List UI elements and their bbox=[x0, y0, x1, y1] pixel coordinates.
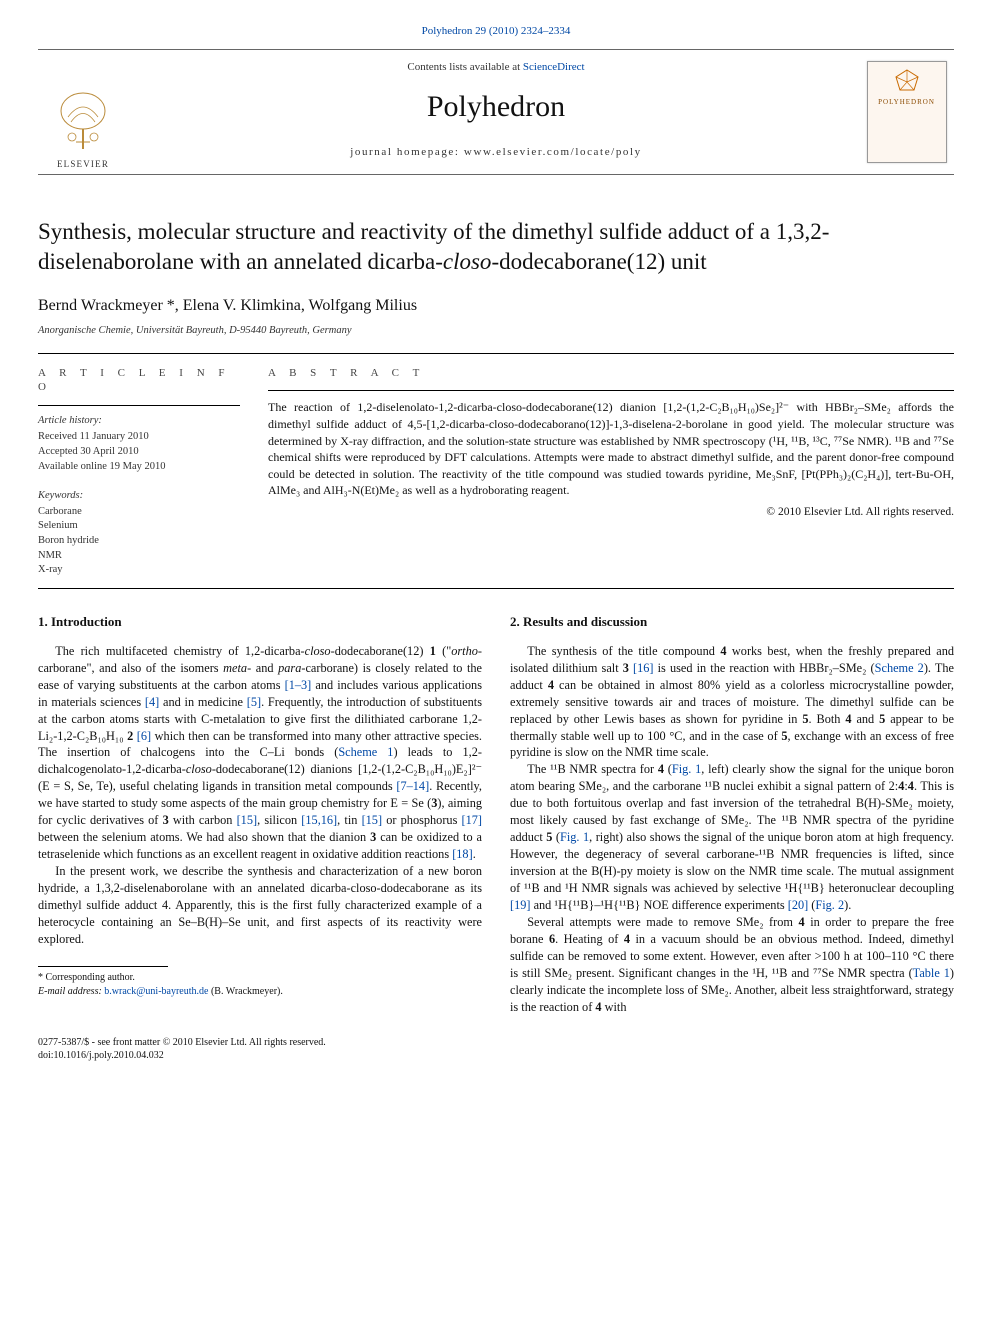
results-paragraph-1: The synthesis of the title compound 4 wo… bbox=[510, 643, 954, 762]
body-columns: 1. Introduction The rich multifaceted ch… bbox=[38, 613, 954, 1016]
section-heading-intro: 1. Introduction bbox=[38, 613, 482, 631]
masthead-center: Contents lists available at ScienceDirec… bbox=[133, 50, 859, 174]
text: and in medicine bbox=[159, 695, 246, 709]
article-title: Synthesis, molecular structure and react… bbox=[38, 217, 954, 277]
homepage-prefix: journal homepage: bbox=[350, 146, 464, 158]
ref-link[interactable]: [7–14] bbox=[396, 779, 429, 793]
right-column: 2. Results and discussion The synthesis … bbox=[510, 613, 954, 1016]
keyword-item: NMR bbox=[38, 549, 240, 564]
keywords-label: Keywords: bbox=[38, 489, 240, 503]
text: between the selenium atoms. We had also … bbox=[38, 830, 370, 844]
scheme-link[interactable]: Scheme 1 bbox=[338, 745, 393, 759]
history-online: Available online 19 May 2010 bbox=[38, 460, 240, 475]
title-part-c: -dodecaborane(12) unit bbox=[491, 249, 706, 274]
elsevier-wordmark: ELSEVIER bbox=[57, 158, 109, 170]
history-accepted: Accepted 30 April 2010 bbox=[38, 445, 240, 460]
text: The rich multifaceted chemistry of 1,2-d… bbox=[55, 644, 304, 658]
footer-line-1: 0277-5387/$ - see front matter © 2010 El… bbox=[38, 1036, 954, 1050]
left-column: 1. Introduction The rich multifaceted ch… bbox=[38, 613, 482, 1016]
results-paragraph-2: The ¹¹B NMR spectra for 4 (Fig. 1, left)… bbox=[510, 761, 954, 914]
ref-link[interactable]: [17] bbox=[462, 813, 483, 827]
citation-line: Polyhedron 29 (2010) 2324–2334 bbox=[0, 0, 992, 49]
ref-link[interactable]: [6] bbox=[137, 729, 151, 743]
text: -dodecaborane(12) bbox=[331, 644, 430, 658]
cover-title: POLYHEDRON bbox=[878, 98, 935, 107]
text: or phosphorus bbox=[382, 813, 461, 827]
copyright-line: © 2010 Elsevier Ltd. All rights reserved… bbox=[268, 505, 954, 521]
ref-link[interactable]: Fig. 1 bbox=[560, 830, 589, 844]
ref-link[interactable]: [15] bbox=[362, 813, 383, 827]
corresponding-author-note: * Corresponding author. bbox=[38, 971, 482, 985]
ref-link[interactable]: Fig. 2 bbox=[815, 898, 844, 912]
publisher-logo-area: ELSEVIER bbox=[38, 50, 133, 174]
homepage-url: www.elsevier.com/locate/poly bbox=[464, 146, 642, 158]
ref-link[interactable]: [1–3] bbox=[285, 678, 312, 692]
text: with carbon bbox=[169, 813, 237, 827]
contents-available-line: Contents lists available at ScienceDirec… bbox=[133, 60, 859, 75]
history-label: Article history: bbox=[38, 414, 240, 428]
masthead: ELSEVIER Contents lists available at Sci… bbox=[38, 49, 954, 175]
sciencedirect-link[interactable]: ScienceDirect bbox=[523, 61, 585, 73]
citation-link[interactable]: Polyhedron 29 (2010) 2324–2334 bbox=[422, 25, 571, 37]
keyword-item: Selenium bbox=[38, 519, 240, 534]
intro-paragraph-1: The rich multifaceted chemistry of 1,2-d… bbox=[38, 643, 482, 864]
affiliation: Anorganische Chemie, Universität Bayreut… bbox=[38, 324, 954, 338]
polyhedron-icon bbox=[894, 68, 920, 94]
footnote-rule bbox=[38, 966, 168, 967]
email-suffix: (B. Wrackmeyer). bbox=[208, 986, 282, 997]
title-part-closo: closo bbox=[443, 249, 492, 274]
ital-closo: closo bbox=[305, 644, 331, 658]
ital-para: para bbox=[278, 661, 301, 675]
elsevier-tree-icon bbox=[48, 87, 118, 155]
keyword-item: X-ray bbox=[38, 563, 240, 578]
footer-doi: doi:10.1016/j.poly.2010.04.032 bbox=[38, 1049, 954, 1063]
ref-link[interactable]: [4] bbox=[145, 695, 159, 709]
author-list: Bernd Wrackmeyer *, Elena V. Klimkina, W… bbox=[38, 295, 954, 317]
authors-text: Bernd Wrackmeyer *, Elena V. Klimkina, W… bbox=[38, 297, 417, 314]
contents-prefix: Contents lists available at bbox=[407, 61, 522, 73]
ital-closo: closo bbox=[186, 762, 212, 776]
journal-name: Polyhedron bbox=[133, 87, 859, 128]
ref-link[interactable]: [15] bbox=[237, 813, 258, 827]
history-received: Received 11 January 2010 bbox=[38, 430, 240, 445]
info-abstract-row: A R T I C L E I N F O Article history: R… bbox=[38, 354, 954, 589]
footer: 0277-5387/$ - see front matter © 2010 El… bbox=[38, 1036, 954, 1063]
elsevier-logo: ELSEVIER bbox=[38, 75, 128, 170]
ref-link[interactable]: [15,16] bbox=[301, 813, 337, 827]
ref-link[interactable]: [18] bbox=[452, 847, 473, 861]
ital-meta: meta bbox=[223, 661, 247, 675]
ref-link[interactable]: Scheme 2 bbox=[875, 661, 924, 675]
keyword-item: Boron hydride bbox=[38, 534, 240, 549]
text: , silicon bbox=[257, 813, 301, 827]
abstract-header: A B S T R A C T bbox=[268, 366, 954, 381]
text: - and bbox=[247, 661, 278, 675]
journal-cover-thumb: POLYHEDRON bbox=[867, 61, 947, 163]
results-paragraph-3: Several attempts were made to remove SMe… bbox=[510, 914, 954, 1016]
keyword-item: Carborane bbox=[38, 505, 240, 520]
text: . bbox=[473, 847, 476, 861]
ref-link[interactable]: Table 1 bbox=[913, 966, 950, 980]
abstract-text: The reaction of 1,2-diselenolato-1,2-dic… bbox=[268, 399, 954, 498]
ref-link[interactable]: [5] bbox=[247, 695, 261, 709]
text: , tin bbox=[337, 813, 361, 827]
ital-ortho: ortho bbox=[451, 644, 478, 658]
article-info-column: A R T I C L E I N F O Article history: R… bbox=[38, 354, 240, 589]
ref-link[interactable]: [20] bbox=[788, 898, 809, 912]
author-email-link[interactable]: b.wrack@uni-bayreuth.de bbox=[104, 986, 208, 997]
section-heading-results: 2. Results and discussion bbox=[510, 613, 954, 631]
rule-below-abstract bbox=[38, 588, 954, 589]
article-info-header: A R T I C L E I N F O bbox=[38, 366, 240, 396]
ref-link[interactable]: [19] bbox=[510, 898, 531, 912]
abstract-column: A B S T R A C T The reaction of 1,2-dise… bbox=[268, 354, 954, 589]
rule-under-abs-head bbox=[268, 390, 954, 391]
title-part-a: Synthesis, molecular structure and react… bbox=[38, 219, 829, 274]
ref-link[interactable]: Fig. 1 bbox=[672, 762, 701, 776]
intro-paragraph-2: In the present work, we describe the syn… bbox=[38, 863, 482, 948]
journal-homepage-line: journal homepage: www.elsevier.com/locat… bbox=[133, 145, 859, 160]
email-label: E-mail address: bbox=[38, 986, 104, 997]
email-line: E-mail address: b.wrack@uni-bayreuth.de … bbox=[38, 985, 482, 999]
text: (" bbox=[436, 644, 451, 658]
ref-link[interactable]: [16] bbox=[633, 661, 654, 675]
cover-thumb-area: POLYHEDRON bbox=[859, 50, 954, 174]
